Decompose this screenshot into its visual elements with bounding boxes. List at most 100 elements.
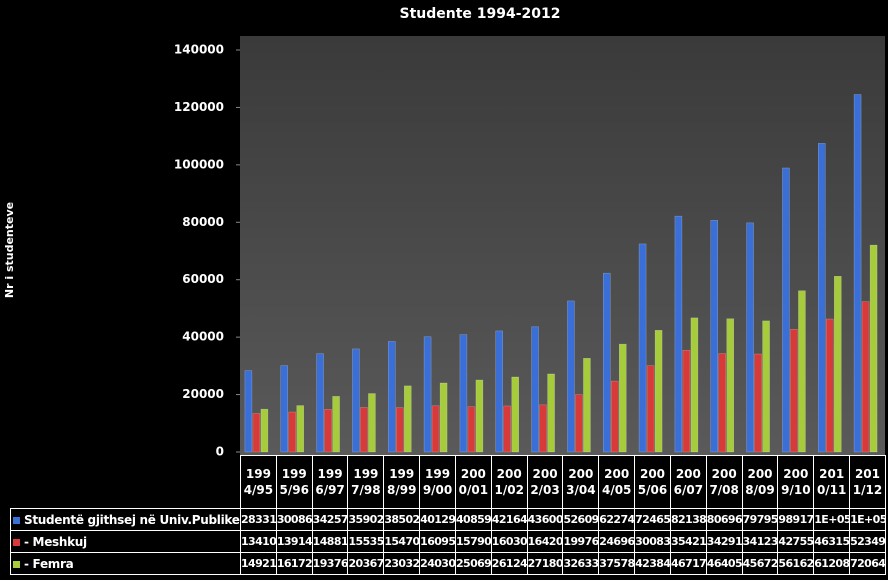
bar (603, 272, 611, 453)
table-value: 16420 (526, 530, 564, 553)
table-value: 46315 (813, 530, 851, 553)
bar (352, 348, 360, 453)
table-value: 16095 (419, 530, 456, 553)
table-value: 38502 (383, 508, 421, 531)
table-value: 19976 (562, 530, 600, 553)
legend-entry: Studentë gjithsej në Univ.Publike (10, 508, 241, 531)
series-row: - Femra 14921 16172 19376 20367 23032 24030 250… (10, 552, 886, 575)
bar (388, 341, 396, 453)
category-label: 1996/97 (311, 455, 349, 509)
bar (782, 167, 790, 453)
category-label: 1999/00 (419, 455, 456, 509)
bar (296, 405, 304, 453)
table-value: 42384 (634, 552, 671, 575)
category-label: 1997/98 (347, 455, 385, 509)
table-value: 43600 (526, 508, 564, 531)
table-value: 82138 (669, 508, 707, 531)
bar (762, 320, 770, 453)
table-value: 16172 (275, 552, 313, 575)
legend-key (13, 560, 20, 568)
category-label: 2003/04 (562, 455, 600, 509)
category-label: 2009/10 (777, 455, 815, 509)
y-tick-label: 100000 (174, 157, 224, 171)
legend-entry: - Femra (10, 552, 241, 575)
category-label: 2007/08 (705, 455, 743, 509)
table-value: 13410 (240, 530, 277, 553)
bar (726, 318, 734, 453)
y-tick-label: 40000 (182, 330, 224, 344)
table-value: 16030 (490, 530, 528, 553)
bar (360, 407, 368, 453)
table-value: 15535 (347, 530, 385, 553)
y-tick-label: 120000 (174, 100, 224, 114)
bar (332, 396, 340, 453)
category-label: 2002/03 (526, 455, 564, 509)
bar (646, 365, 655, 453)
bar (252, 413, 261, 453)
bar (324, 409, 332, 453)
category-label: 2000/01 (454, 455, 492, 509)
category-label: 2011/12 (849, 455, 886, 509)
bar (439, 382, 448, 453)
table-value: 35421 (669, 530, 707, 553)
bar (654, 330, 663, 453)
category-label: 2008/09 (741, 455, 779, 509)
bar (547, 373, 555, 453)
bar (396, 407, 404, 453)
table-value: 15470 (383, 530, 421, 553)
category-label: 2004/05 (598, 455, 636, 509)
table-value: 56162 (777, 552, 815, 575)
category-label: 2001/02 (490, 455, 528, 509)
bar (619, 343, 627, 453)
table-value: 46405 (705, 552, 743, 575)
bar (260, 408, 269, 453)
bar (539, 404, 547, 453)
bar (280, 365, 288, 453)
bar (861, 301, 870, 453)
bar (674, 215, 683, 453)
y-tick-label: 80000 (182, 215, 224, 229)
table-value: 32633 (562, 552, 600, 575)
table-value: 24696 (598, 530, 636, 553)
table-value: 28331 (240, 508, 277, 531)
bar (583, 358, 591, 453)
table-value: 62274 (598, 508, 636, 531)
bar (495, 330, 503, 453)
bar (754, 353, 762, 453)
legend-key (13, 538, 20, 546)
table-value: 34123 (741, 530, 779, 553)
y-axis-label: Nr i studenteve (3, 202, 16, 298)
bar (511, 376, 519, 453)
table-value: 27180 (526, 552, 564, 575)
bar (431, 405, 440, 453)
category-label: 2005/06 (634, 455, 671, 509)
bar (611, 380, 619, 453)
category-label: 1998/99 (383, 455, 421, 509)
bar (869, 244, 878, 453)
y-tick-label: 0 (216, 445, 224, 459)
table-value: 19376 (311, 552, 349, 575)
bar (404, 385, 412, 453)
table-value: 34257 (311, 508, 349, 531)
table-value: 30086 (275, 508, 313, 531)
bar (798, 290, 806, 453)
table-value: 72465 (634, 508, 671, 531)
bar (790, 328, 798, 453)
bar (423, 336, 432, 453)
bar (531, 326, 539, 453)
bar (459, 334, 468, 453)
table-value: 25069 (454, 552, 492, 575)
legend-label: - Femra (24, 556, 74, 571)
category-label: 1995/96 (275, 455, 313, 509)
bar (638, 243, 647, 453)
y-tick-label: 60000 (182, 272, 224, 286)
bar (503, 405, 511, 453)
bar (288, 411, 296, 453)
table-value: 15790 (454, 530, 492, 553)
bar (826, 318, 834, 453)
corner (11, 456, 241, 509)
legend-label: - Meshkuj (24, 534, 87, 549)
table-value: 79795 (741, 508, 779, 531)
bar (690, 317, 699, 453)
bar (834, 275, 842, 453)
